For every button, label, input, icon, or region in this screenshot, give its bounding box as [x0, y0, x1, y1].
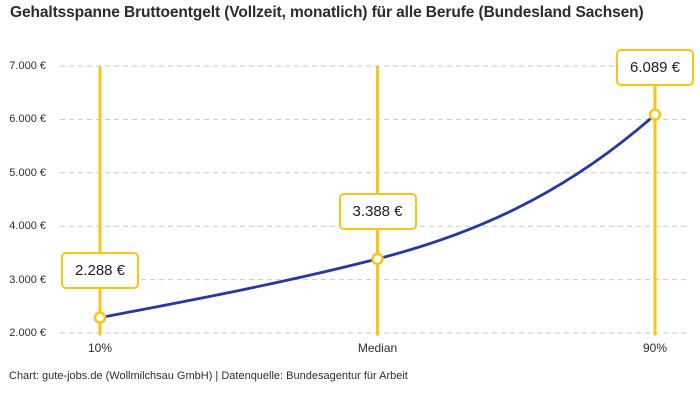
data-point-marker[interactable]: [648, 108, 662, 121]
y-axis-tick-label: 6.000 €: [9, 113, 46, 126]
data-point-marker[interactable]: [371, 252, 384, 266]
attribution-footer: Chart: gute-jobs.de (Wollmilchsau GmbH) …: [9, 370, 408, 382]
x-axis-tick-label: Median: [357, 341, 398, 355]
value-callout: 3.388 €: [338, 192, 417, 230]
y-axis-tick-label: 7.000 €: [9, 60, 46, 72]
y-axis-tick-label: 5.000 €: [9, 166, 46, 179]
x-axis-tick-label: 90%: [642, 341, 668, 355]
y-axis-tick-label: 4.000 €: [9, 220, 46, 233]
value-callout: 2.288 €: [60, 251, 140, 289]
y-axis-tick-label: 2.000 €: [9, 327, 46, 339]
y-axis-tick-label: 3.000 €: [9, 273, 46, 286]
x-axis-tick-label: 10%: [87, 341, 113, 355]
value-callout: 6.089 €: [615, 48, 695, 86]
chart-title: Gehaltsspanne Bruttoentgelt (Vollzeit, m…: [10, 4, 644, 21]
data-point-marker[interactable]: [93, 311, 107, 324]
